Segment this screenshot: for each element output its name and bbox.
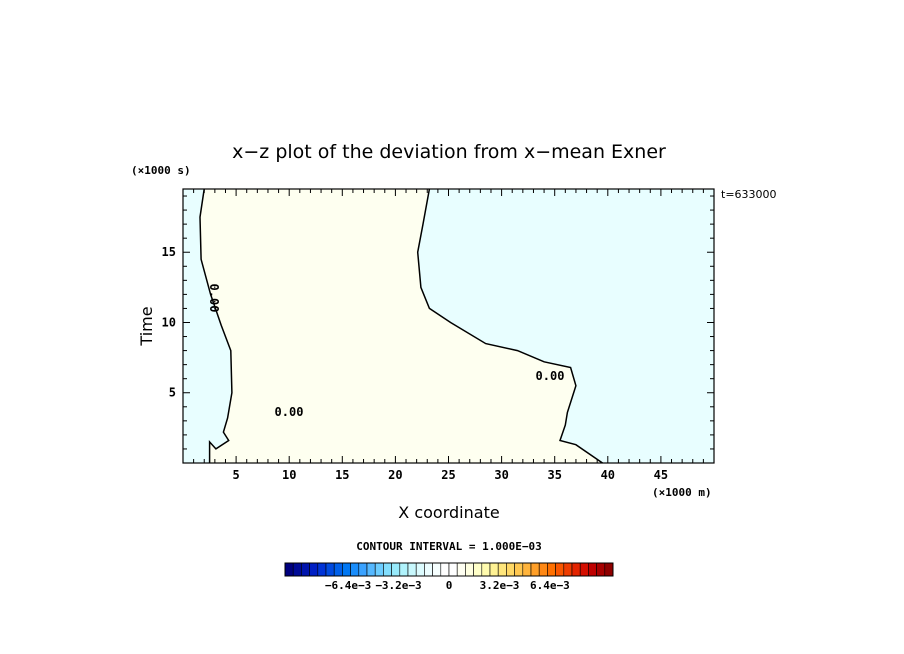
- colorbar-swatch: [547, 562, 556, 577]
- colorbar-swatch: [456, 562, 466, 577]
- y-tick-labels: 5 10 15: [162, 245, 176, 400]
- y-tick-label: 15: [162, 245, 176, 259]
- x-tick-label: 20: [388, 468, 402, 482]
- contour-interval-label: CONTOUR INTERVAL = 1.000E−03: [356, 540, 541, 553]
- negative-region-west: [183, 189, 232, 463]
- colorbar-swatch: [604, 562, 614, 577]
- contour-label: 0.00: [275, 405, 304, 419]
- colorbar-swatch: [374, 562, 384, 577]
- colorbar-swatch: [481, 562, 491, 577]
- colorbar-swatch: [555, 562, 565, 577]
- colorbar-tick-label: 6.4e−3: [530, 579, 570, 592]
- zero-contour-line: [416, 188, 603, 464]
- x-tick-label: 30: [494, 468, 508, 482]
- x-tick-label: 25: [441, 468, 455, 482]
- colorbar-swatch: [309, 562, 319, 577]
- colorbar-tick-labels: −6.4e−3 −3.2e−3 0 3.2e−3 6.4e−3: [325, 579, 570, 592]
- colorbar-swatch: [284, 562, 294, 577]
- contour-label: 0.00: [207, 284, 221, 313]
- x-tick-label: 15: [335, 468, 349, 482]
- colorbar-swatch: [301, 562, 310, 577]
- axis-ticks: [183, 189, 714, 463]
- colorbar-swatch: [571, 562, 581, 577]
- colorbar-swatch: [522, 562, 532, 577]
- chart-title: x−z plot of the deviation from x−mean Ex…: [232, 141, 666, 163]
- colorbar-swatch: [465, 562, 474, 577]
- colorbar-swatch: [399, 562, 409, 577]
- contour-label: 0.00: [536, 369, 565, 383]
- x-axis-unit: (×1000 m): [652, 486, 712, 499]
- plot-frame: [182, 188, 715, 464]
- colorbar-swatch: [407, 562, 417, 577]
- colorbar-swatch: [588, 562, 597, 577]
- colorbar-tick-label: −3.2e−3: [375, 579, 421, 592]
- colorbar: [284, 562, 614, 577]
- colorbar-swatch: [579, 562, 589, 577]
- colorbar-swatch: [596, 562, 606, 577]
- colorbar-swatch: [424, 562, 433, 577]
- colorbar-swatch: [325, 562, 335, 577]
- x-tick-labels: 5 10 15 20 25 30 35 40 45: [232, 468, 668, 482]
- colorbar-swatch: [358, 562, 368, 577]
- colorbar-swatch: [448, 562, 458, 577]
- y-axis-unit: (×1000 s): [131, 164, 191, 177]
- colorbar-swatch: [530, 562, 540, 577]
- colorbar-swatch: [440, 562, 450, 577]
- x-tick-label: 35: [547, 468, 561, 482]
- plot-area: [182, 188, 715, 464]
- colorbar-swatch: [333, 562, 343, 577]
- colorbar-swatch: [432, 562, 442, 577]
- negative-region-east: [417, 189, 714, 463]
- x-tick-label: 10: [282, 468, 296, 482]
- colorbar-tick-label: 3.2e−3: [480, 579, 520, 592]
- colorbar-swatch: [391, 562, 401, 577]
- y-axis-label: Time: [137, 306, 156, 346]
- positive-region: [200, 189, 603, 463]
- x-tick-label: 45: [654, 468, 668, 482]
- colorbar-swatch: [489, 562, 499, 577]
- colorbar-swatch: [563, 562, 573, 577]
- colorbar-frame: [284, 562, 614, 577]
- colorbar-tick-label: 0: [446, 579, 453, 592]
- colorbar-swatch: [366, 562, 376, 577]
- contour-labels: 0.00 0.00 0.00: [207, 284, 564, 419]
- colorbar-swatch: [292, 562, 302, 577]
- colorbar-swatch: [514, 562, 524, 577]
- colorbar-swatch: [383, 562, 392, 577]
- colorbar-swatch: [538, 562, 548, 577]
- x-tick-label: 5: [232, 468, 239, 482]
- y-tick-label: 5: [169, 386, 176, 400]
- colorbar-swatch: [342, 562, 351, 577]
- colorbar-swatch: [497, 562, 507, 577]
- y-tick-label: 10: [162, 315, 176, 329]
- colorbar-swatch: [317, 562, 327, 577]
- x-tick-label: 40: [601, 468, 615, 482]
- colorbar-tick-label: −6.4e−3: [325, 579, 371, 592]
- colorbar-swatch: [506, 562, 515, 577]
- colorbar-swatch: [415, 562, 425, 577]
- colorbar-swatch: [350, 562, 360, 577]
- colorbar-swatch: [473, 562, 483, 577]
- zero-contour-lines: [199, 188, 603, 464]
- time-label: t=633000: [721, 188, 777, 201]
- x-axis-label: X coordinate: [398, 503, 499, 522]
- zero-contour-line: [199, 188, 233, 463]
